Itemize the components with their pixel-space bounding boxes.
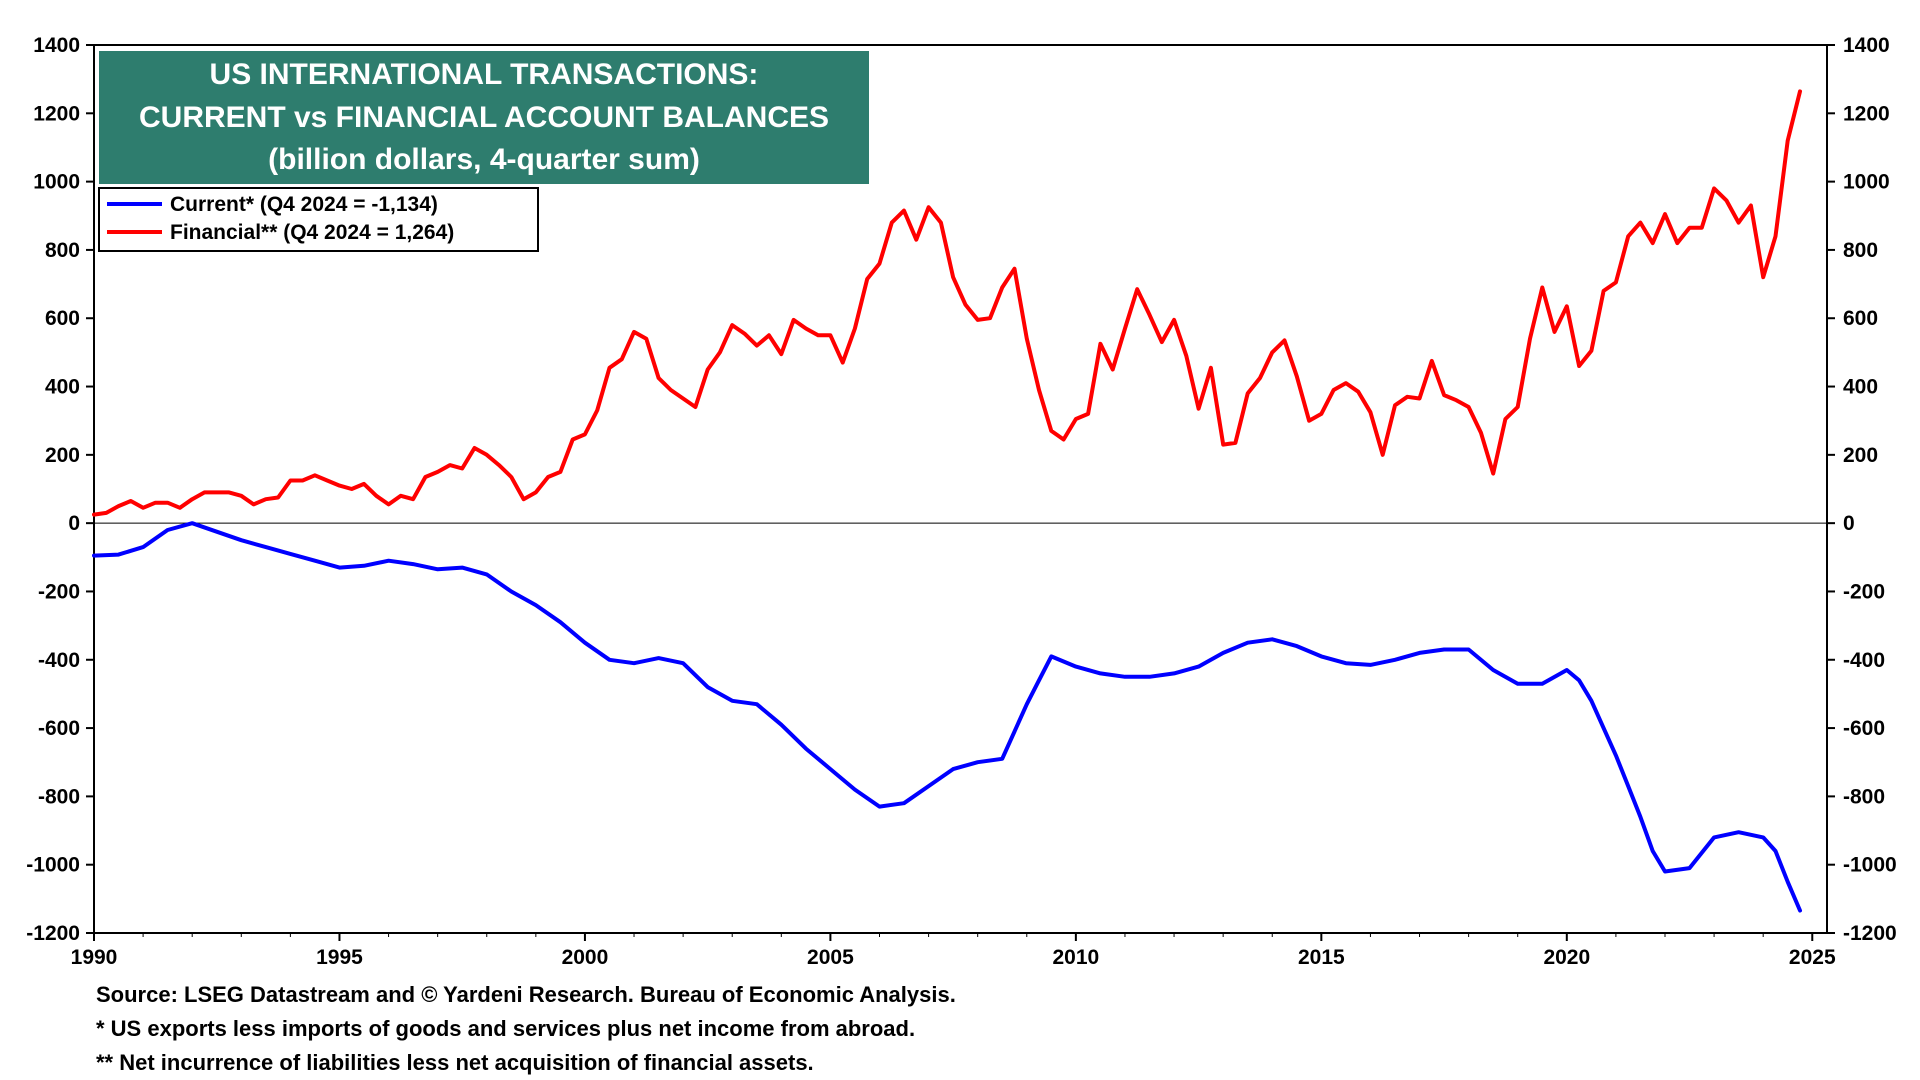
x-tick-label: 2010	[1053, 946, 1100, 969]
y-tick-label-right: -800	[1843, 785, 1885, 808]
y-tick-label-left: -1000	[26, 854, 80, 877]
series-layer	[92, 89, 1802, 913]
legend-box	[98, 187, 539, 252]
y-tick-label-right: -400	[1843, 649, 1885, 672]
y-tick-label-left: 800	[45, 239, 80, 262]
y-tick-label-right: 0	[1843, 512, 1855, 535]
y-tick-label-left: -400	[38, 649, 80, 672]
x-axis: 1990 1995 2000 2005 2010 2015 2020 2025	[71, 933, 1836, 969]
y-tick-label-right: 800	[1843, 239, 1878, 262]
y-tick-label-left: 1000	[33, 171, 80, 194]
y-tick-label-right: 1000	[1843, 171, 1890, 194]
y-tick-label-right: -1000	[1843, 854, 1897, 877]
y-tick-label-right: -1200	[1843, 922, 1897, 945]
x-tick-label: 2015	[1298, 946, 1345, 969]
chart-title-line-3: (billion dollars, 4-quarter sum)	[268, 143, 700, 176]
y-tick-label-left: -600	[38, 717, 80, 740]
x-tick-label: 2000	[562, 946, 609, 969]
footnotes: Source: LSEG Datastream and © Yardeni Re…	[96, 978, 1396, 1080]
y-tick-label-left: 200	[45, 444, 80, 467]
y-axis-left: 1400 1200 1000 800 600 400 200 0 -200 -400 -600 -80…	[26, 34, 94, 945]
x-tick-label: 2020	[1543, 946, 1590, 969]
footnote-financial: ** Net incurrence of liabilities less ne…	[96, 1050, 814, 1075]
y-tick-label-left: -800	[38, 785, 80, 808]
series-line-financial	[92, 89, 1802, 517]
source-note: Source: LSEG Datastream and © Yardeni Re…	[96, 982, 956, 1007]
y-tick-label-right: -200	[1843, 580, 1885, 603]
y-tick-label-left: 1400	[33, 34, 80, 57]
y-tick-label-left: -200	[38, 580, 80, 603]
title-background	[99, 51, 869, 184]
legend-label-financial: Financial** (Q4 2024 = 1,264)	[170, 221, 454, 244]
x-tick-label: 1995	[316, 946, 363, 969]
chart-title-line-1: US INTERNATIONAL TRANSACTIONS:	[210, 58, 759, 91]
footnote-current: * US exports less imports of goods and s…	[96, 1016, 916, 1041]
y-tick-label-right: 200	[1843, 444, 1878, 467]
x-tick-label: 1990	[71, 946, 118, 969]
chart-title-box: US INTERNATIONAL TRANSACTIONS: CURRENT v…	[99, 51, 869, 184]
y-tick-label-right: 1200	[1843, 102, 1890, 125]
legend: Current* (Q4 2024 = -1,134) Financial** …	[98, 187, 539, 252]
y-tick-label-right: 1400	[1843, 34, 1890, 57]
series-line-current	[92, 521, 1802, 913]
y-tick-label-left: 1200	[33, 102, 80, 125]
chart-title-line-2: CURRENT vs FINANCIAL ACCOUNT BALANCES	[139, 101, 829, 134]
y-tick-label-left: -1200	[26, 922, 80, 945]
y-tick-label-left: 600	[45, 307, 80, 330]
y-tick-label-right: 600	[1843, 307, 1878, 330]
y-tick-label-right: -600	[1843, 717, 1885, 740]
y-tick-label-left: 0	[68, 512, 80, 535]
y-tick-label-left: 400	[45, 376, 80, 399]
x-tick-label: 2025	[1789, 946, 1836, 969]
y-axis-right: 1400 1200 1000 800 600 400 200 0 -200 -400 -600 -80…	[1827, 34, 1897, 945]
legend-label-current: Current* (Q4 2024 = -1,134)	[170, 193, 438, 216]
y-tick-label-right: 400	[1843, 376, 1878, 399]
x-tick-label: 2005	[807, 946, 854, 969]
